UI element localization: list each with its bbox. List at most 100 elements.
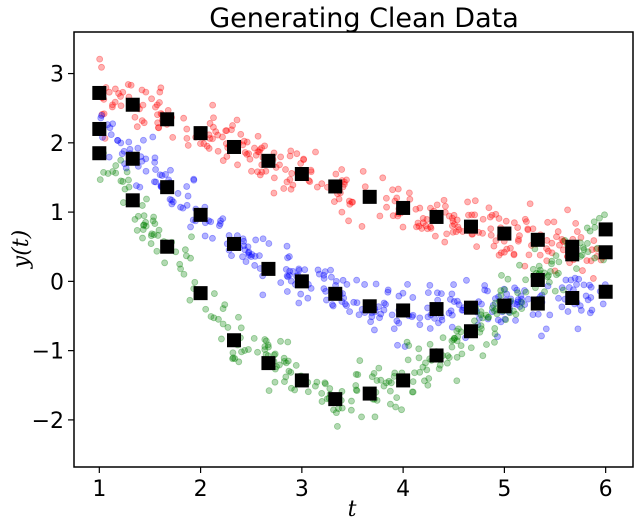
scatter-point — [481, 286, 489, 294]
scatter-point — [489, 301, 497, 309]
scatter-point — [258, 144, 266, 152]
scatter-point — [399, 223, 407, 231]
scatter-point — [384, 286, 392, 294]
scatter-point — [497, 318, 505, 326]
scatter-point — [191, 278, 199, 286]
scatter-point — [572, 219, 580, 227]
scatter-point — [271, 378, 279, 386]
scatter-point — [330, 406, 337, 414]
square-marker — [294, 373, 309, 388]
y-tick-label: 3 — [50, 63, 64, 88]
scatter-point — [571, 274, 579, 282]
scatter-point — [293, 150, 301, 158]
scatter-point — [132, 182, 140, 189]
scatter-point — [453, 327, 461, 335]
scatter-point — [577, 234, 585, 241]
scatter-point — [564, 308, 572, 315]
scatter-point — [321, 379, 329, 387]
scatter-point — [352, 386, 360, 394]
square-marker — [328, 286, 343, 301]
scatter-point — [219, 320, 227, 328]
scatter-point — [197, 140, 204, 148]
scatter-point — [150, 231, 158, 238]
scatter-point — [448, 290, 456, 298]
scatter-point — [238, 348, 245, 356]
scatter-point — [393, 317, 401, 325]
scatter-point — [254, 348, 261, 356]
scatter-point — [371, 413, 379, 421]
scatter-point — [453, 297, 461, 305]
scatter-point — [117, 177, 125, 185]
scatter-point — [127, 81, 135, 89]
scatter-point — [548, 260, 555, 268]
scatter-point — [448, 337, 456, 345]
scatter-point — [377, 310, 385, 318]
scatter-point — [131, 216, 139, 223]
scatter-point — [370, 369, 378, 377]
scatter-point — [555, 269, 562, 277]
scatter-point — [107, 131, 115, 139]
x-tick-label: 2 — [194, 477, 208, 502]
square-marker — [598, 222, 613, 237]
scatter-point — [401, 343, 409, 350]
scatter-point — [444, 352, 452, 360]
scatter-point — [287, 384, 295, 392]
scatter-point — [382, 194, 390, 202]
scatter-point — [188, 233, 195, 241]
scatter-point — [526, 200, 534, 208]
x-tick-label: 5 — [497, 477, 511, 502]
scatter-point — [139, 234, 146, 242]
scatter-point — [105, 88, 113, 96]
scatter-point — [454, 333, 462, 341]
scatter-point — [183, 134, 191, 142]
scatter-point — [453, 337, 461, 345]
marker-layer — [92, 85, 613, 407]
scatter-point — [287, 185, 295, 193]
square-marker — [598, 245, 613, 260]
scatter-point — [524, 225, 532, 233]
scatter-point — [254, 132, 262, 140]
square-marker — [261, 153, 276, 168]
scatter-point — [587, 294, 595, 301]
scatter-point — [184, 192, 192, 200]
scatter-point — [390, 325, 398, 333]
scatter-point — [328, 301, 336, 308]
scatter-point — [522, 218, 530, 226]
scatter-point — [503, 245, 511, 253]
scatter-point — [140, 221, 148, 229]
scatter-point — [498, 271, 505, 279]
scatter-point — [134, 212, 142, 220]
scatter-point — [262, 167, 270, 175]
square-marker — [463, 219, 478, 234]
scatter-point — [504, 275, 512, 283]
scatter-point — [341, 300, 349, 308]
scatter-point — [252, 151, 260, 159]
scatter-point — [343, 280, 351, 288]
scatter-point — [403, 338, 411, 346]
scatter-point — [133, 123, 141, 131]
scatter-point — [203, 142, 211, 150]
x-tick-label: 6 — [599, 477, 613, 502]
scatter-point — [582, 292, 590, 300]
scatter-point — [471, 317, 478, 325]
x-tick-label: 4 — [396, 477, 410, 502]
scatter-point — [112, 162, 120, 169]
scatter-point — [419, 215, 427, 222]
scatter-point — [512, 310, 520, 318]
scatter-point — [251, 144, 258, 152]
scatter-point — [150, 213, 158, 221]
scatter-point — [301, 266, 309, 274]
scatter-point — [437, 290, 445, 298]
scatter-point — [579, 244, 587, 252]
scatter-point — [140, 212, 148, 220]
scatter-point — [332, 409, 340, 417]
scatter-point — [521, 215, 529, 223]
scatter-point — [277, 153, 285, 161]
square-marker — [362, 299, 377, 314]
scatter-point — [479, 314, 486, 322]
scatter-point — [516, 261, 523, 269]
scatter-point — [125, 183, 133, 191]
scatter-point — [295, 266, 303, 274]
scatter-point — [254, 148, 262, 156]
scatter-point — [167, 166, 174, 174]
